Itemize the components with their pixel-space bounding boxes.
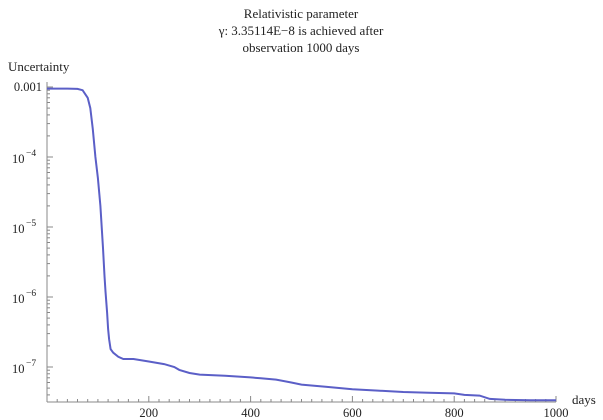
y-tick-label: 10 [12,152,25,166]
chart-title-line-1: Relativistic parameter [244,6,359,21]
x-tick-label: 400 [241,406,260,420]
x-tick-label: 600 [343,406,362,420]
y-tick-label: 10 [12,222,25,236]
uncertainty-series-line [47,87,556,402]
y-tick-exponent: −6 [26,289,36,299]
chart-title-line-3: observation 1000 days [243,40,360,55]
x-tick-label: 1000 [544,406,569,420]
y-tick-label: 10 [12,362,25,376]
y-tick-exponent: −7 [26,359,36,369]
x-axis-label: days [572,392,596,407]
y-tick-exponent: −5 [26,219,36,229]
y-tick-label: 0.001 [14,80,42,94]
y-tick-label: 10 [12,292,25,306]
x-tick-label: 200 [139,406,158,420]
y-axis-label: Uncertainty [8,59,70,74]
x-tick-label: 800 [445,406,464,420]
chart-title-line-2: γ: 3.35114E−8 is achieved after [218,23,384,38]
x-axis-ticks: 200 400 600 800 1000 [56,396,569,420]
y-tick-exponent: −4 [26,149,36,159]
